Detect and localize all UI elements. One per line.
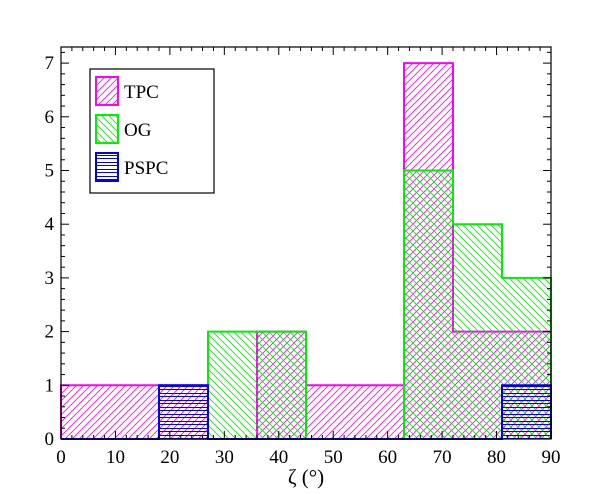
y-tick-label: 1 <box>45 375 55 396</box>
x-tick-label: 30 <box>215 447 234 468</box>
tpc-legend-swatch <box>95 76 119 106</box>
x-tick-label: 0 <box>56 447 66 468</box>
x-tick-label: 70 <box>433 447 452 468</box>
tpc-bar <box>110 385 159 439</box>
x-tick-label: 60 <box>378 447 397 468</box>
plot-frame <box>60 46 552 440</box>
y-tick-label: 4 <box>45 214 55 235</box>
y-tick-label: 7 <box>45 53 55 74</box>
pspc-legend-swatch <box>95 152 119 182</box>
tpc-legend-label: TPC <box>124 82 159 103</box>
tpc-bar <box>61 385 110 439</box>
x-tick-label: 80 <box>487 447 506 468</box>
y-tick-label: 0 <box>45 429 55 450</box>
pspc-bar <box>159 385 208 439</box>
y-tick-label: 3 <box>45 268 55 289</box>
tpc-bar <box>306 385 355 439</box>
y-tick-label: 5 <box>45 161 55 182</box>
og-legend-swatch <box>95 114 119 144</box>
x-tick-label: 20 <box>160 447 179 468</box>
legend: TPC OG PSPC <box>89 68 215 194</box>
og-bar <box>208 331 257 439</box>
tpc-bar <box>355 385 404 439</box>
y-tick-label: 6 <box>45 107 55 128</box>
x-tick-label: 40 <box>269 447 288 468</box>
pspc-bar <box>502 385 551 439</box>
bars-layer <box>60 62 552 440</box>
x-axis-label: ζ (°) <box>288 465 324 489</box>
x-tick-label: 10 <box>106 447 125 468</box>
pspc-legend-label: PSPC <box>124 158 168 179</box>
og-bar <box>453 224 502 439</box>
og-bar <box>404 170 453 440</box>
axes-layer: 0 10 20 30 40 50 60 70 80 90 0 1 2 3 4 5 6 7 ζ (°) <box>45 46 561 489</box>
x-tick-label: 50 <box>324 447 343 468</box>
y-tick-label: 2 <box>45 322 55 343</box>
x-tick-label: 90 <box>542 447 561 468</box>
og-legend-label: OG <box>124 120 152 141</box>
og-bar <box>257 331 306 439</box>
